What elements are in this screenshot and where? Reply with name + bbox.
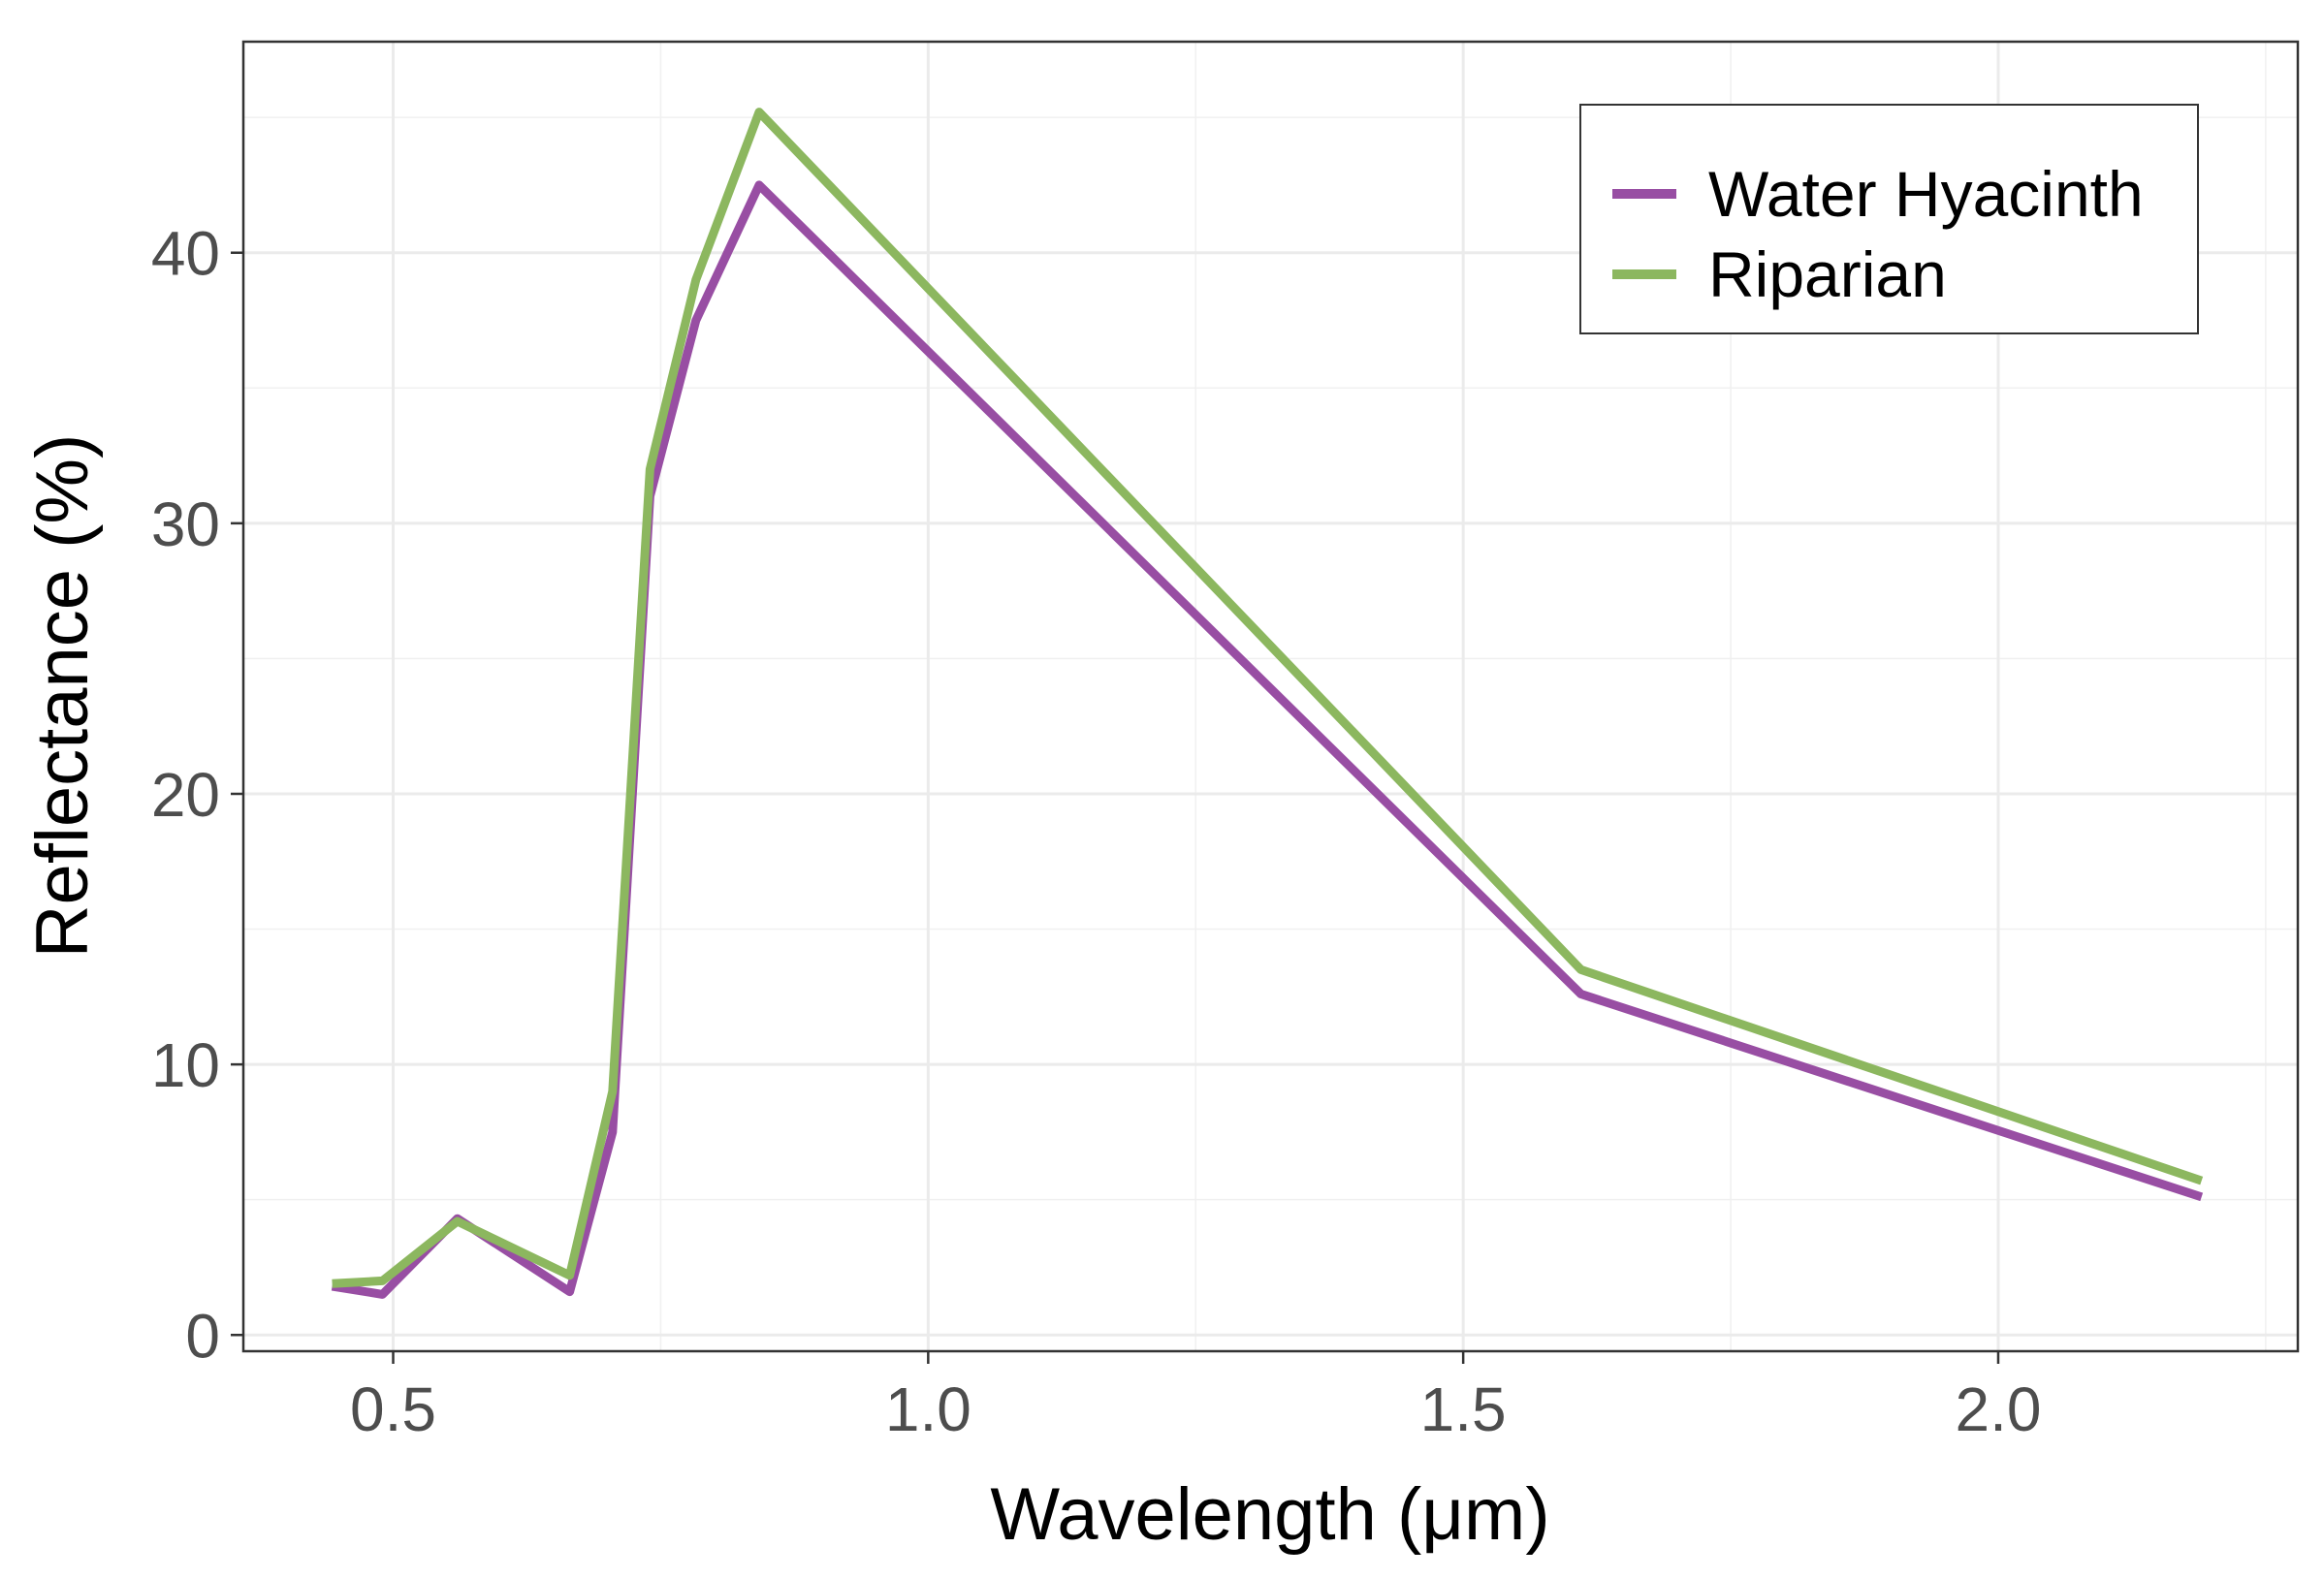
x-tick-label: 1.0 [885, 1374, 971, 1444]
x-tick-label: 1.5 [1420, 1374, 1507, 1444]
y-tick-label: 40 [151, 219, 220, 289]
x-axis-title: Wavelength (μm) [990, 1473, 1549, 1556]
x-tick-label: 2.0 [1955, 1374, 2041, 1444]
plot-panel-border [241, 40, 2300, 1353]
legend-label-riparian: Riparian [1708, 238, 1947, 310]
y-tick-label: 10 [151, 1030, 220, 1100]
y-tick-label: 20 [151, 760, 220, 830]
series-line-riparian [332, 108, 2204, 1288]
legend: Water Hyacinth Riparian [1579, 104, 2199, 334]
y-axis-title: Reflectance (%) [21, 434, 104, 959]
y-axis-ticks: 0 10 20 30 40 [151, 219, 243, 1371]
x-axis-ticks: 0.5 1.0 1.5 2.0 [350, 1351, 2041, 1444]
y-tick-label: 30 [151, 489, 220, 559]
legend-box [1579, 104, 2199, 334]
y-tick-label: 0 [185, 1301, 220, 1371]
series-lines [331, 108, 2204, 1299]
x-tick-label: 0.5 [350, 1374, 436, 1444]
legend-label-water-hyacinth: Water Hyacinth [1708, 158, 2144, 230]
